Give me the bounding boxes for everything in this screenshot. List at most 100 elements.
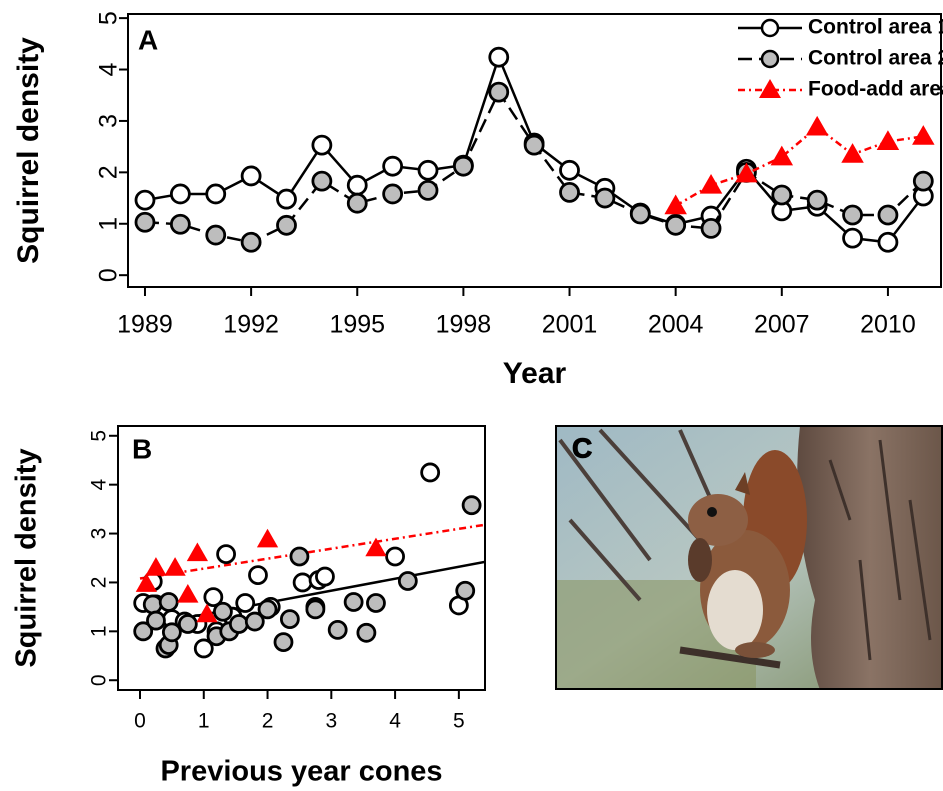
- circle-marker: [806, 189, 828, 211]
- circle-marker: [235, 593, 256, 613]
- circle-marker: [420, 462, 441, 483]
- circle-marker: [257, 599, 278, 620]
- photo: C: [555, 425, 943, 690]
- circle-marker: [343, 592, 364, 612]
- x-tick-label: 2: [262, 710, 274, 733]
- circle-marker: [311, 170, 333, 192]
- x-tick-label: 2007: [754, 311, 810, 339]
- circle-marker: [276, 188, 297, 210]
- x-tick-label: 4: [389, 710, 401, 733]
- circle-marker: [203, 587, 224, 608]
- legend-marker: [759, 79, 781, 98]
- x-tick-label: 1992: [223, 311, 279, 339]
- circle-marker: [629, 203, 651, 225]
- y-axis-title: Squirrel density: [12, 37, 45, 264]
- circle-marker: [397, 571, 418, 591]
- circle-marker: [279, 609, 300, 630]
- circle-marker: [346, 192, 368, 214]
- x-tick-label: 1995: [329, 311, 385, 339]
- legend-label: Food-add area: [808, 78, 943, 101]
- circle-marker: [142, 594, 163, 615]
- circle-marker: [382, 155, 404, 177]
- y-tick-label: 1: [88, 625, 111, 637]
- circle-marker: [193, 638, 214, 659]
- circle-marker: [311, 134, 333, 156]
- circle-marker: [559, 159, 580, 181]
- y-tick-label: 2: [88, 577, 111, 589]
- circle-marker: [133, 621, 154, 642]
- circle-marker: [146, 610, 166, 631]
- circle-marker: [169, 183, 191, 205]
- y-tick-label: 4: [95, 62, 123, 76]
- circle-marker: [346, 174, 368, 196]
- circle-marker: [455, 580, 476, 601]
- y-tick-label: 3: [88, 528, 111, 540]
- x-tick-label: 2001: [542, 311, 598, 339]
- triangle-marker: [196, 603, 218, 623]
- circle-marker: [134, 211, 156, 233]
- panel-label: A: [138, 24, 158, 55]
- y-tick-label: 5: [95, 11, 123, 25]
- x-axis-title: Year: [503, 357, 567, 390]
- x-tick-label: 1989: [117, 311, 173, 339]
- circle-marker: [461, 495, 482, 516]
- circle-marker: [488, 46, 510, 68]
- circle-marker: [228, 614, 249, 634]
- legend-label: Control area 2: [808, 47, 943, 70]
- circle-marker: [276, 214, 297, 236]
- triangle-marker: [186, 542, 209, 562]
- circle-marker: [161, 622, 182, 643]
- y-tick-label: 0: [95, 268, 123, 282]
- circle-marker: [248, 565, 268, 586]
- circle-marker: [877, 204, 899, 226]
- x-tick-label: 0: [134, 710, 146, 733]
- y-tick-label: 2: [95, 165, 123, 179]
- circle-marker: [305, 599, 326, 620]
- triangle-marker: [876, 130, 900, 150]
- triangle-marker: [664, 194, 687, 215]
- x-tick-label: 2010: [860, 311, 916, 339]
- circle-marker: [158, 592, 179, 612]
- circle-marker: [382, 183, 404, 205]
- plot-frame: [127, 13, 942, 288]
- circle-marker: [417, 179, 439, 201]
- y-tick-label: 3: [95, 114, 123, 128]
- triangle-marker: [699, 173, 723, 194]
- x-axis-title: Previous year cones: [160, 756, 442, 788]
- circle-marker: [771, 184, 793, 206]
- x-tick-label: 3: [325, 710, 337, 733]
- y-tick-label: 5: [88, 430, 111, 442]
- x-tick-label: 1: [198, 710, 210, 733]
- panel-label: C: [572, 432, 592, 463]
- circle-marker: [289, 546, 310, 567]
- plot-frame: [117, 425, 486, 691]
- panel-label: B: [132, 433, 152, 464]
- triangle-marker: [365, 537, 387, 557]
- circle-marker: [842, 227, 863, 249]
- y-tick-label: 0: [88, 674, 111, 686]
- circle-marker: [700, 217, 722, 239]
- y-axis-title: Squirrel density: [11, 448, 43, 667]
- triangle-marker: [164, 557, 186, 576]
- circle-marker: [205, 224, 227, 246]
- circle-marker: [665, 214, 687, 236]
- circle-marker: [327, 619, 348, 640]
- circle-marker: [169, 213, 191, 235]
- circle-marker: [292, 572, 313, 593]
- circle-marker: [452, 155, 474, 177]
- circle-marker: [523, 134, 545, 156]
- circle-marker: [315, 566, 335, 587]
- series-line: [144, 89, 925, 244]
- circle-marker: [385, 546, 405, 567]
- triangle-marker: [841, 143, 864, 163]
- circle-marker: [366, 593, 386, 613]
- legend-label: Control area 1: [808, 16, 943, 39]
- y-tick-label: 4: [88, 479, 111, 491]
- circle-marker: [205, 183, 227, 205]
- circle-marker: [912, 170, 934, 192]
- circle-marker: [240, 231, 262, 253]
- x-tick-label: 1998: [436, 311, 492, 339]
- circle-marker: [244, 611, 265, 632]
- triangle-marker: [735, 162, 758, 183]
